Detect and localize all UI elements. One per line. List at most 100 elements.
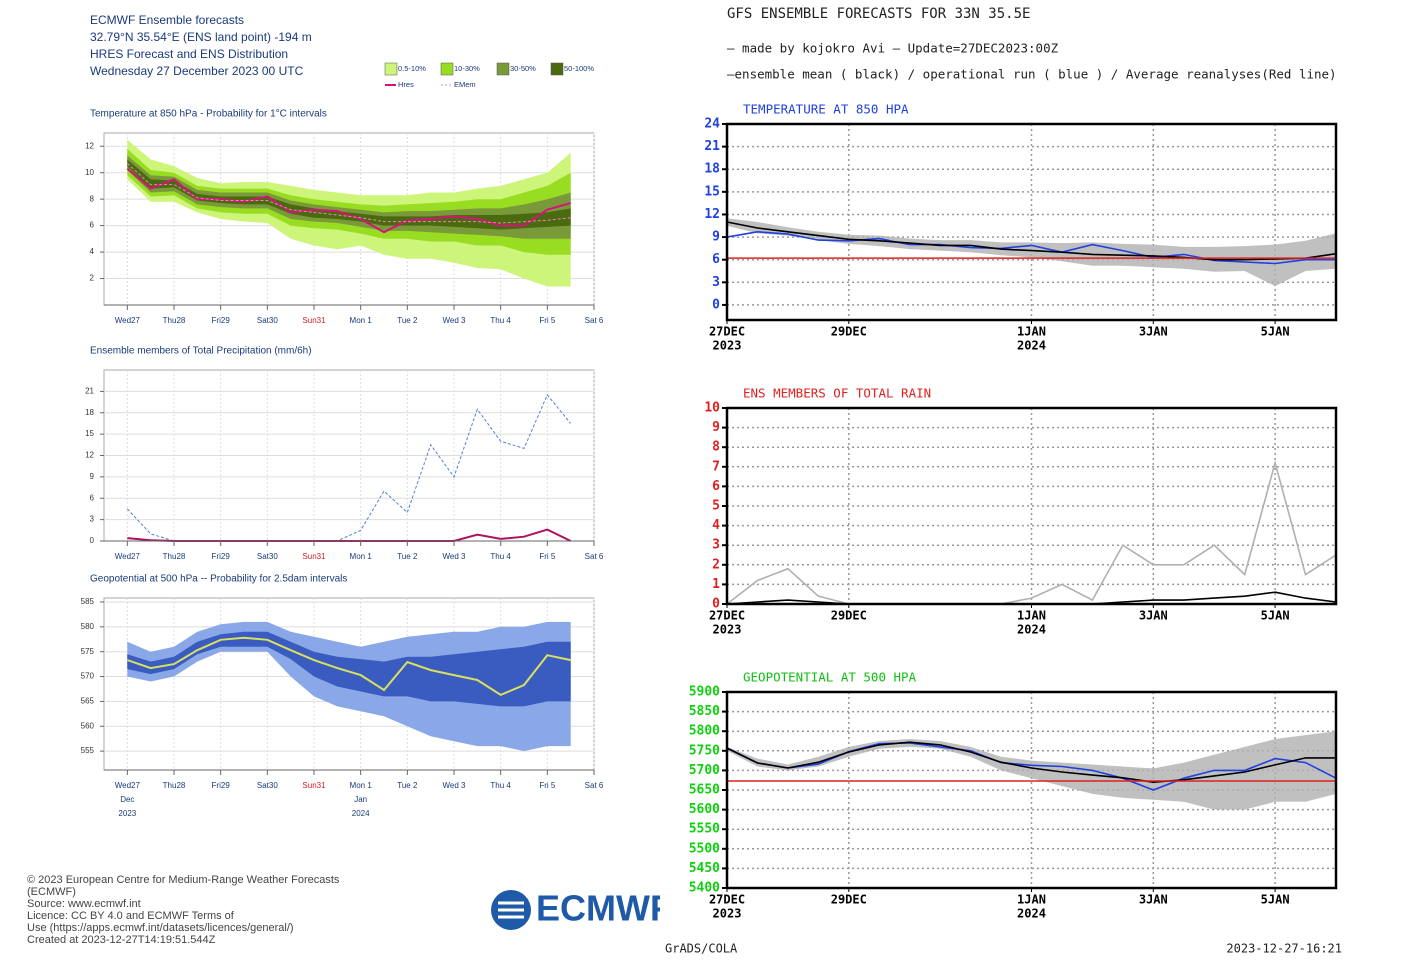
- y-tick-label: 4: [90, 247, 95, 256]
- y-tick-label: 585: [81, 597, 95, 606]
- x-tick-label: Mon 1: [350, 781, 373, 790]
- legend-label: EMem: [454, 80, 476, 89]
- band: [127, 631, 571, 707]
- gfs-footer-left: GrADS/COLA: [665, 942, 738, 956]
- x-tick-label: Sat30: [257, 552, 278, 561]
- chart-title: Ensemble members of Total Precipitation …: [90, 346, 312, 357]
- x-tick-label: Thu 4: [490, 552, 511, 561]
- x-tick-label: 5JAN: [1261, 609, 1290, 623]
- y-tick-label: 5650: [689, 783, 720, 798]
- legend-label: 30-50%: [510, 64, 536, 73]
- y-tick-label: 9: [712, 420, 720, 435]
- y-tick-label: 5900: [689, 685, 720, 700]
- chart: GEOPOTENTIAL AT 500 HPA 5400 5450 5500 5550 5…: [689, 670, 1338, 921]
- legend-label: 50-100%: [564, 64, 594, 73]
- x-tick-label: 29DEC: [831, 609, 867, 623]
- chart-title: ENS MEMBERS OF TOTAL RAIN: [743, 386, 931, 401]
- header-line: GFS ENSEMBLE FORECASTS FOR 33N 35.5E: [727, 6, 1030, 22]
- x-year-label: 2024: [1017, 907, 1046, 921]
- legend-label: 10-30%: [454, 64, 480, 73]
- y-tick-label: 565: [81, 697, 95, 706]
- footer-line: Created at 2023-12-27T14:19:51.544Z: [27, 934, 216, 946]
- x-tick-label: Sun31: [302, 316, 326, 325]
- x-tick-label: 3JAN: [1139, 893, 1168, 907]
- y-tick-label: 15: [85, 429, 94, 438]
- y-tick-label: 5: [712, 499, 720, 514]
- y-tick-label: 24: [704, 117, 720, 132]
- y-tick-label: 580: [81, 622, 95, 631]
- x-year-label: 2024: [352, 809, 370, 818]
- chart: Geopotential at 500 hPa -- Probability f…: [81, 574, 604, 818]
- y-tick-label: 12: [704, 207, 720, 222]
- header-line: — made by kojokro Avi — Update=27DEC2023…: [727, 41, 1059, 56]
- x-tick-label: 27DEC: [709, 325, 745, 339]
- y-tick-label: 5500: [689, 841, 720, 856]
- x-tick-label: Sat30: [257, 781, 278, 790]
- x-tick-label: Wed 3: [443, 781, 467, 790]
- band: [727, 731, 1336, 810]
- x-tick-label: 29DEC: [831, 325, 867, 339]
- chart-title: Geopotential at 500 hPa -- Probability f…: [90, 574, 347, 585]
- x-tick-label: Mon 1: [350, 316, 373, 325]
- y-tick-label: 0: [712, 597, 720, 612]
- footer-line: © 2023 European Centre for Medium-Range …: [27, 874, 340, 886]
- y-tick-label: 555: [81, 746, 95, 755]
- y-tick-label: 5800: [689, 724, 720, 739]
- x-tick-label: Fri29: [212, 316, 231, 325]
- series-line: [126, 163, 571, 224]
- y-tick-label: 10: [85, 168, 94, 177]
- x-month-label: Jan: [354, 795, 367, 804]
- x-year-label: 2024: [1017, 339, 1046, 353]
- series-line: [126, 167, 571, 234]
- legend-label: Hres: [398, 80, 414, 89]
- header-line: —ensemble mean ( black) / operational ru…: [727, 67, 1337, 82]
- y-tick-label: 9: [90, 472, 95, 481]
- y-tick-label: 5750: [689, 743, 720, 758]
- series-line: [726, 459, 1337, 605]
- y-tick-label: 6: [90, 493, 95, 502]
- x-tick-label: Tue 2: [397, 316, 418, 325]
- chart-title: Temperature at 850 hPa - Probability for…: [90, 109, 327, 120]
- legend-swatch: [496, 62, 510, 76]
- y-tick-label: 4: [712, 518, 720, 533]
- y-tick-label: 570: [81, 672, 95, 681]
- x-tick-label: 3JAN: [1139, 609, 1168, 623]
- header-line: ECMWF Ensemble forecasts: [90, 13, 244, 27]
- x-tick-label: 29DEC: [831, 893, 867, 907]
- x-tick-label: Tue 2: [397, 781, 418, 790]
- legend-label: 0.5-10%: [398, 64, 426, 73]
- x-year-label: 2023: [118, 809, 136, 818]
- logo-icon-lines: [498, 901, 524, 919]
- logo: ECMWF: [491, 888, 672, 930]
- series-line: [726, 741, 1336, 784]
- header-line: Wednesday 27 December 2023 00 UTC: [90, 64, 304, 78]
- x-year-label: 2023: [713, 339, 742, 353]
- y-tick-label: 12: [85, 141, 94, 150]
- y-tick-label: 2: [90, 274, 95, 283]
- chart-title: TEMPERATURE AT 850 HPA: [743, 102, 909, 117]
- x-tick-label: Wed27: [115, 781, 141, 790]
- x-tick-label: Fri 5: [539, 552, 556, 561]
- x-tick-label: Sun31: [302, 552, 326, 561]
- y-tick-label: 21: [704, 139, 720, 154]
- gfs-header: GFS ENSEMBLE FORECASTS FOR 33N 35.5E — m…: [727, 6, 1337, 82]
- chart-title: GEOPOTENTIAL AT 500 HPA: [743, 670, 917, 685]
- series-line: [726, 230, 1336, 265]
- y-tick-label: 5700: [689, 763, 720, 778]
- y-tick-label: 5450: [689, 861, 720, 876]
- header-line: 32.79°N 35.54°E (ENS land point) -194 m: [90, 30, 312, 44]
- footer-line: Licence: CC BY 4.0 and ECMWF Terms of: [27, 910, 235, 922]
- x-tick-label: 5JAN: [1261, 893, 1290, 907]
- x-tick-label: Tue 2: [397, 552, 418, 561]
- y-tick-label: 560: [81, 721, 95, 730]
- series-line: [726, 221, 1337, 261]
- x-tick-label: 1JAN: [1017, 609, 1046, 623]
- series-line: [726, 742, 1337, 791]
- x-tick-label: Wed27: [115, 316, 141, 325]
- y-tick-label: 2: [712, 557, 720, 572]
- logo-text: ECMWF: [536, 888, 672, 929]
- y-tick-label: 9: [712, 230, 720, 245]
- y-tick-label: 6: [90, 221, 95, 230]
- x-tick-label: 3JAN: [1139, 325, 1168, 339]
